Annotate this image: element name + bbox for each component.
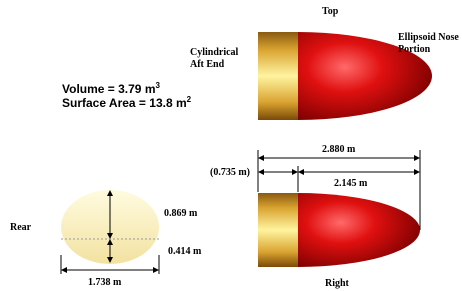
- view-label: Top: [322, 6, 339, 17]
- dimension-label: 2.145 m: [334, 178, 368, 189]
- dimension-label: 0.869 m: [164, 208, 198, 219]
- dimension-label: 0.414 m: [168, 246, 202, 257]
- view-label: Rear: [10, 222, 32, 233]
- dimension-label: 2.880 m: [322, 144, 356, 155]
- volume-sup: 3: [156, 81, 161, 90]
- diagram: Top Cylindrical Aft End Ellipsoid Nose P…: [0, 0, 462, 291]
- nose-shape: [298, 193, 420, 267]
- surface-area: Surface Area = 13.8 m2: [62, 95, 192, 110]
- part-label: Cylindrical: [190, 47, 239, 58]
- part-label: Ellipsoid Nose: [398, 32, 459, 43]
- area-text: Surface Area = 13.8 m: [62, 96, 187, 110]
- view-label: Right: [325, 278, 350, 289]
- area-sup: 2: [187, 95, 192, 104]
- part-label: Aft End: [190, 59, 225, 70]
- part-label: Portion: [398, 44, 431, 55]
- dimension-label: 1.738 m: [88, 277, 122, 288]
- volume-text: Volume = 3.79 m: [62, 82, 156, 96]
- aft-shape: [258, 32, 298, 120]
- volume: Volume = 3.79 m3: [62, 81, 161, 96]
- dimension-label: (0.735 m): [210, 167, 250, 178]
- aft-shape: [258, 193, 298, 267]
